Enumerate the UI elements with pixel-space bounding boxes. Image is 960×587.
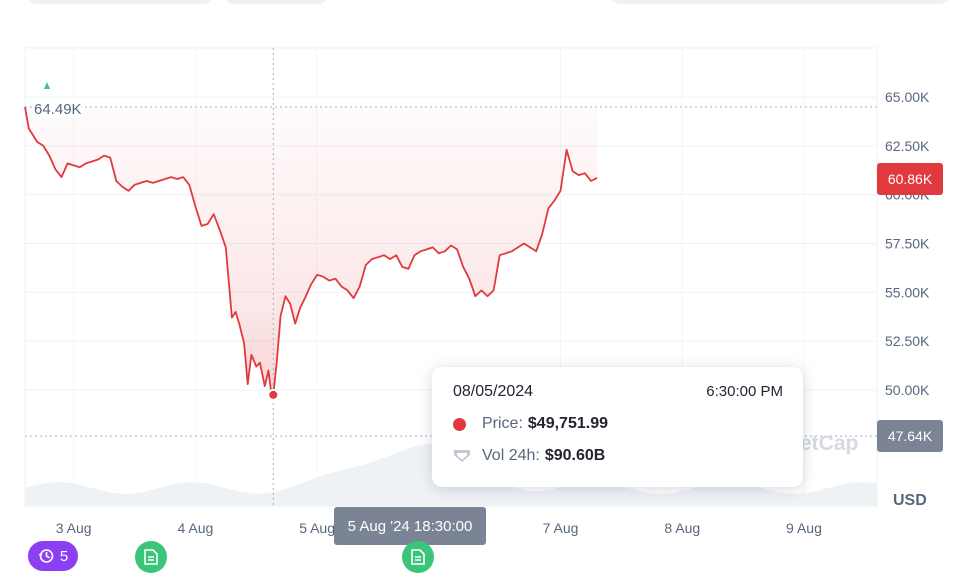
document-icon [411, 549, 425, 565]
tooltip-date: 08/05/2024 [453, 383, 534, 400]
volume-shield-icon [454, 450, 470, 462]
crosshair-time-badge: 5 Aug '24 18:30:00 [334, 507, 486, 545]
tooltip-price-label: Price: [482, 415, 523, 432]
x-tick-label: 7 Aug [543, 520, 579, 536]
tooltip-volume-label: Vol 24h: [482, 447, 540, 464]
x-tick-label: 3 Aug [56, 520, 92, 536]
price-dot-icon [453, 417, 466, 431]
crosshair-price-badge: 47.64K [877, 420, 943, 452]
news-pin-1[interactable] [135, 541, 167, 573]
chart-tooltip: 08/05/2024 6:30:00 PM Price: $49,751.99 … [432, 367, 803, 487]
top-tab-2[interactable] [225, 0, 328, 4]
axis-currency-label: USD [893, 492, 927, 509]
top-tab-1[interactable] [28, 0, 212, 4]
tooltip-price-row: Price: $49,751.99 [453, 415, 608, 433]
hover-point [267, 388, 280, 401]
tooltip-volume-row: Vol 24h: $90.60B [453, 447, 605, 465]
start-marker-icon [44, 81, 50, 89]
price-area [25, 107, 598, 395]
y-tick-label: 52.50K [885, 333, 930, 349]
y-tick-label: 50.00K [885, 382, 930, 398]
range-low-label: 64.49K [32, 101, 84, 118]
tooltip-price-value: $49,751.99 [527, 415, 608, 432]
y-tick-label: 57.50K [885, 236, 930, 252]
top-tab-3[interactable] [610, 0, 950, 4]
watermark: etCap [800, 432, 859, 455]
history-count: 5 [59, 547, 69, 565]
x-tick-label: 8 Aug [664, 520, 700, 536]
document-icon [144, 549, 158, 565]
history-icon [38, 549, 54, 563]
tooltip-time: 6:30:00 PM [706, 383, 783, 400]
y-tick-label: 55.00K [885, 284, 930, 300]
x-tick-label: 9 Aug [786, 520, 822, 536]
y-tick-label: 62.50K [885, 138, 930, 154]
news-pin-2[interactable] [402, 541, 434, 573]
x-tick-label: 5 Aug [299, 520, 335, 536]
history-events-button[interactable]: 5 [28, 541, 78, 571]
x-tick-label: 4 Aug [177, 520, 213, 536]
tooltip-volume-value: $90.60B [544, 447, 606, 464]
y-tick-label: 65.00K [885, 89, 930, 105]
price-series-line [24, 106, 598, 396]
current-price-badge: 60.86K [877, 163, 943, 195]
